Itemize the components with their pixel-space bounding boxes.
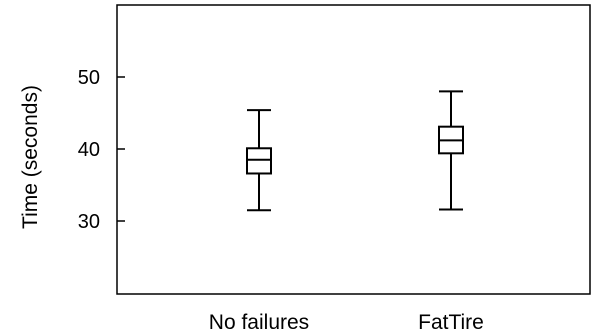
y-tick-40: 40 <box>78 139 125 161</box>
y-tick-label-40: 40 <box>78 139 100 161</box>
boxes-layer <box>247 91 463 210</box>
y-tick-50: 50 <box>78 67 125 89</box>
x-category-label-fattire: FatTire <box>418 311 484 334</box>
x-category-label-no-failures: No failures <box>209 311 309 334</box>
y-tick-30: 30 <box>78 211 125 233</box>
box-plot-fattire <box>439 91 463 209</box>
y-axis-label: Time (seconds) <box>19 85 42 229</box>
interquartile-box <box>247 148 271 173</box>
y-tick-label-50: 50 <box>78 67 100 89</box>
plot-frame <box>117 5 590 294</box>
y-tick-label-30: 30 <box>78 211 100 233</box>
y-axis: 30 40 50 <box>78 67 125 233</box>
box-plot-no-failures <box>247 110 271 210</box>
